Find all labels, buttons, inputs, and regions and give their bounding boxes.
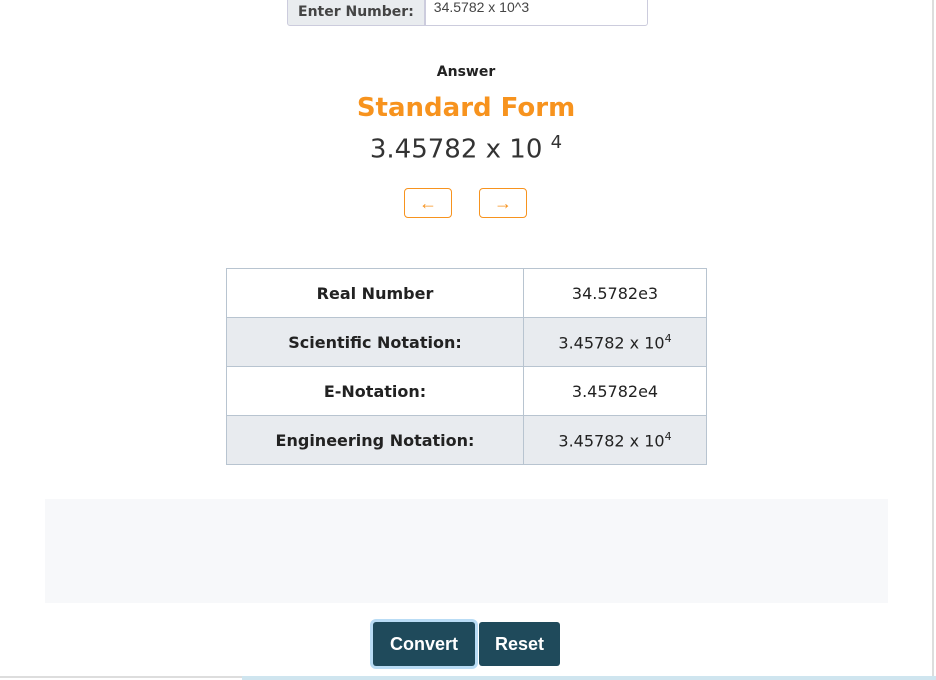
bottom-strip (242, 676, 936, 680)
row-label: Scientific Notation: (226, 317, 524, 367)
row-label: E-Notation: (226, 366, 524, 416)
table-row: E-Notation: 3.45782e4 (226, 366, 707, 416)
prev-button[interactable]: ← (404, 188, 452, 218)
input-label: Enter Number: (287, 0, 425, 26)
mantissa: 3.45782 x 10 (369, 134, 543, 165)
table-row: Scientific Notation: 3.45782 x 104 (226, 317, 707, 367)
number-input-group: Enter Number: 34.5782 x 10^3 (287, 0, 648, 26)
table-row: Engineering Notation: 3.45782 x 104 (226, 415, 707, 465)
next-button[interactable]: → (479, 188, 527, 218)
steps-panel (45, 499, 888, 603)
reset-button[interactable]: Reset (479, 622, 560, 666)
result-title: Standard Form (356, 93, 576, 123)
row-value: 3.45782 x 104 (523, 317, 707, 367)
row-label: Engineering Notation: (226, 415, 524, 465)
results-table: Real Number 34.5782e3 Scientific Notation… (226, 268, 707, 465)
answer-heading: Answer (436, 64, 496, 80)
convert-button[interactable]: Convert (373, 622, 475, 666)
row-value: 3.45782e4 (523, 366, 707, 416)
result-value: 3.45782 x 10 4 (0, 132, 932, 165)
row-value: 34.5782e3 (523, 268, 707, 318)
number-input[interactable]: 34.5782 x 10^3 (424, 0, 648, 26)
table-row: Real Number 34.5782e3 (226, 268, 707, 318)
row-value: 3.45782 x 104 (523, 415, 707, 465)
row-label: Real Number (226, 268, 524, 318)
exponent: 4 (550, 132, 563, 153)
